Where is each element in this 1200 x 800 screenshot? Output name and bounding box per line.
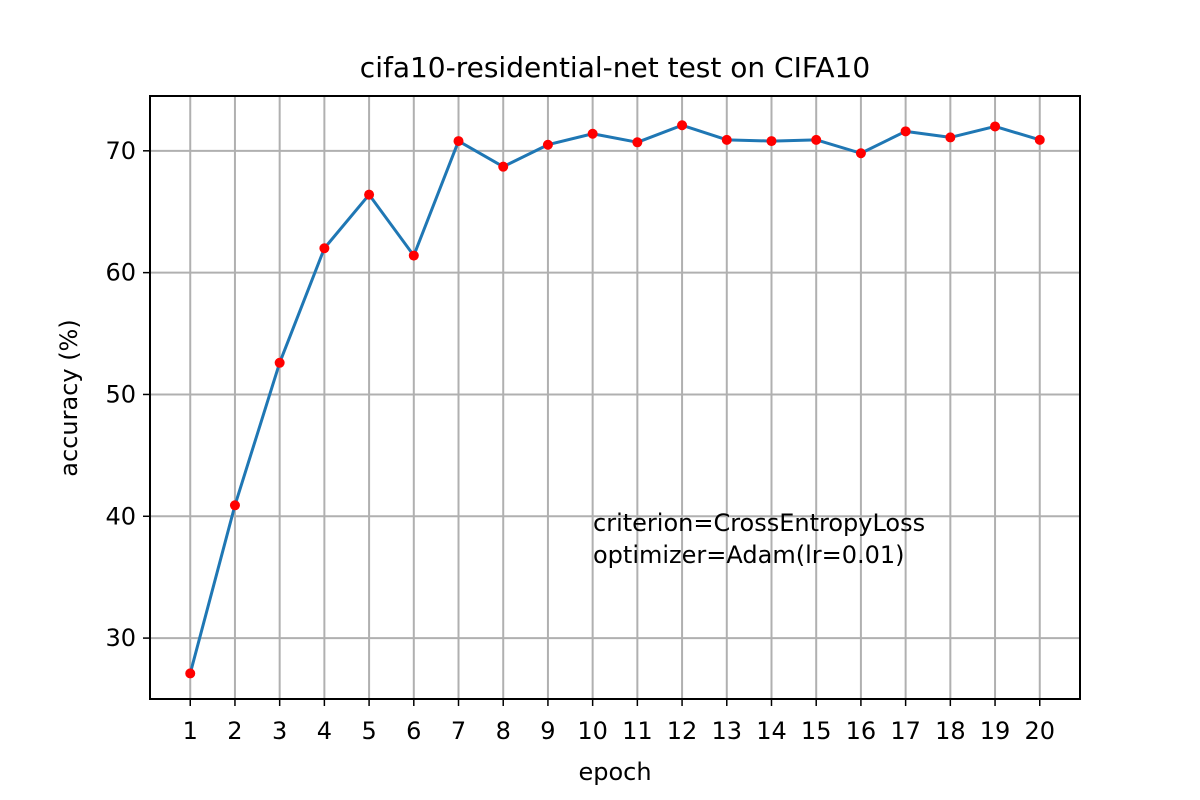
x-tick-label: 10 xyxy=(577,717,608,745)
x-tick-label: 5 xyxy=(361,717,376,745)
data-point xyxy=(319,243,330,254)
series-line xyxy=(188,123,1042,675)
x-tick-label: 4 xyxy=(317,717,332,745)
y-tick-label: 60 xyxy=(105,259,136,287)
x-tick-label: 8 xyxy=(496,717,511,745)
x-tick-label: 7 xyxy=(451,717,466,745)
y-axis-label: accuracy (%) xyxy=(55,319,83,476)
data-point xyxy=(542,139,553,150)
plot-frame xyxy=(149,95,1081,700)
data-point xyxy=(990,121,1001,132)
data-point xyxy=(587,128,598,139)
data-point xyxy=(453,136,464,147)
x-tick-label: 19 xyxy=(980,717,1011,745)
data-point xyxy=(811,134,822,145)
x-tick-label: 6 xyxy=(406,717,421,745)
annotation-optimizer: optimizer=Adam(lr=0.01) xyxy=(593,541,905,569)
y-tick-label: 70 xyxy=(105,137,136,165)
x-tick-label: 15 xyxy=(801,717,832,745)
x-tick-label: 20 xyxy=(1024,717,1055,745)
x-tick-label: 1 xyxy=(183,717,198,745)
data-point xyxy=(900,126,911,137)
y-tick-label: 30 xyxy=(105,624,136,652)
data-point xyxy=(677,120,688,131)
x-tick-label: 11 xyxy=(622,717,653,745)
data-point xyxy=(632,137,643,148)
data-point xyxy=(945,132,956,143)
axis-ticks: 1 2 3 4 5 6 7 8 9 10 11 12 13 14 15 16 17 18 19 20304050607… xyxy=(105,137,1055,745)
x-tick-label: 18 xyxy=(935,717,966,745)
data-point xyxy=(721,134,732,145)
y-tick-label: 40 xyxy=(105,502,136,530)
x-tick-label: 16 xyxy=(846,717,877,745)
annotation-criterion: criterion=CrossEntropyLoss xyxy=(593,509,925,537)
x-tick-label: 3 xyxy=(272,717,287,745)
x-tick-label: 9 xyxy=(540,717,555,745)
grid xyxy=(150,96,1080,699)
x-tick-label: 17 xyxy=(890,717,921,745)
data-point xyxy=(408,250,419,261)
data-point xyxy=(229,500,240,511)
x-axis-label: epoch xyxy=(578,758,651,786)
data-point xyxy=(1034,134,1045,145)
data-point xyxy=(766,136,777,147)
x-tick-label: 2 xyxy=(227,717,242,745)
chart-title: cifa10-residential-net test on CIFA10 xyxy=(360,51,870,84)
y-tick-label: 50 xyxy=(105,380,136,408)
data-point xyxy=(185,668,196,679)
data-point xyxy=(274,357,285,368)
data-point xyxy=(498,161,509,172)
data-point xyxy=(855,148,866,159)
x-tick-label: 13 xyxy=(712,717,743,745)
x-tick-label: 12 xyxy=(667,717,698,745)
series-layer xyxy=(185,120,1045,679)
x-tick-label: 14 xyxy=(756,717,787,745)
data-point xyxy=(364,189,375,200)
